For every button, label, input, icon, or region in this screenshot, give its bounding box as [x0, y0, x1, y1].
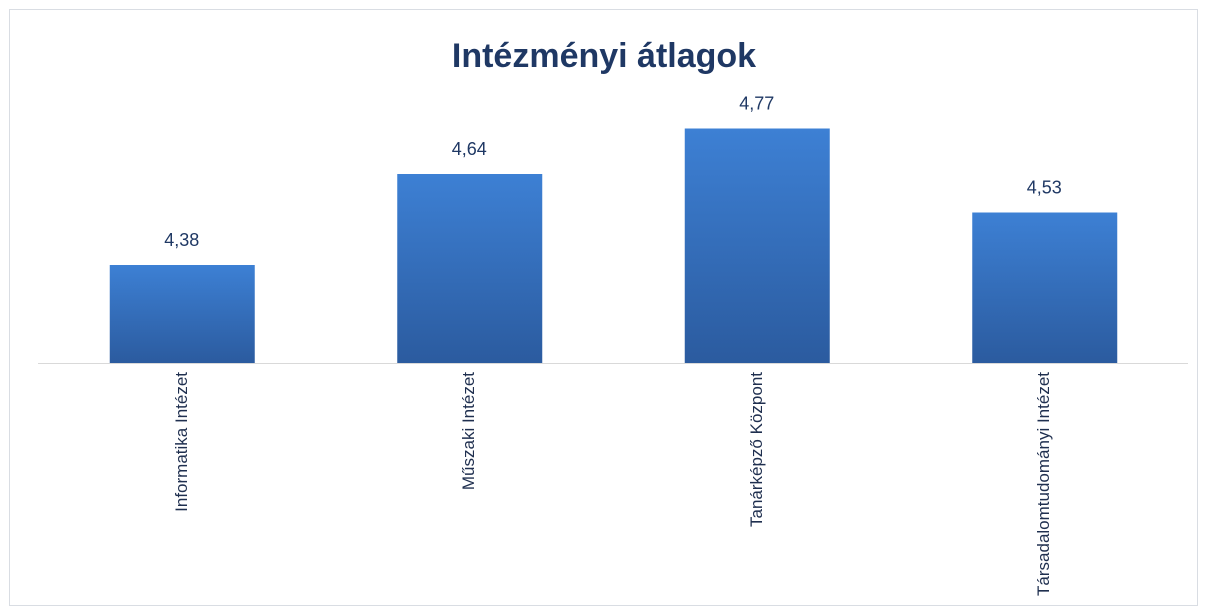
x-tick-label: Társadalomtudományi Intézet [1034, 372, 1054, 596]
x-tick-label: Informatika Intézet [171, 372, 191, 512]
value-label: 4,64 [452, 139, 487, 159]
bar [109, 265, 255, 363]
bar [397, 174, 543, 363]
x-tick-label: Műszaki Intézet [459, 372, 479, 491]
value-label: 4,38 [164, 230, 199, 250]
bar [972, 212, 1118, 363]
value-label: 4,53 [1027, 177, 1062, 197]
bar [684, 128, 830, 363]
x-tick-label: Tanárképző Központ [746, 372, 766, 527]
value-label: 4,77 [739, 93, 774, 113]
chart-title: Intézményi átlagok [452, 37, 756, 75]
